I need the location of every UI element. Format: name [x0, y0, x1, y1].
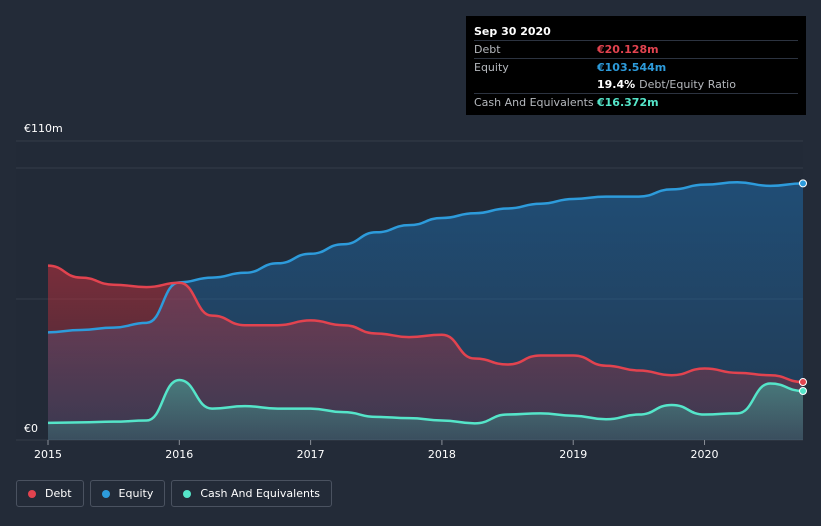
- legend-equity-label: Equity: [118, 487, 154, 500]
- y-tick-label-min: €0: [24, 422, 38, 435]
- legend: Debt Equity Cash And Equivalents: [16, 480, 338, 507]
- tooltip-debt-row: Debt €20.128m: [474, 40, 798, 58]
- x-tick-label-2020: 2020: [691, 448, 719, 461]
- legend-cash-label: Cash And Equivalents: [200, 487, 320, 500]
- equity-end-point: [799, 179, 807, 188]
- tooltip-cash-label: Cash And Equivalents: [474, 96, 594, 109]
- cash-dot-icon: [183, 489, 192, 498]
- tooltip-debt-value: €20.128m: [597, 43, 659, 56]
- x-tick-label-2019: 2019: [559, 448, 587, 461]
- tooltip: Sep 30 2020 Debt €20.128m Equity €103.54…: [466, 16, 806, 115]
- debt-end-point: [799, 378, 807, 387]
- tooltip-equity-value: €103.544m: [597, 61, 667, 74]
- legend-item-equity[interactable]: Equity: [89, 480, 166, 507]
- debt-dot-icon: [28, 489, 36, 498]
- x-tick-label-2016: 2016: [165, 448, 193, 461]
- debt-area: [48, 265, 803, 440]
- tooltip-date: Sep 30 2020: [474, 25, 551, 38]
- tooltip-cash-value: €16.372m: [597, 96, 659, 109]
- equity-line: [47, 181, 804, 334]
- tooltip-equity-row: Equity €103.544m: [474, 58, 798, 76]
- tooltip-cash-row: Cash And Equivalents €16.372m: [474, 93, 798, 111]
- x-tick-label-2018: 2018: [428, 448, 456, 461]
- legend-item-cash[interactable]: Cash And Equivalents: [171, 480, 332, 507]
- tooltip-ratio-row: 19.4% Debt/Equity Ratio: [474, 76, 798, 93]
- tooltip-debt-label: Debt: [474, 43, 501, 56]
- cash-line: [47, 378, 804, 425]
- x-tick-label-2017: 2017: [297, 448, 325, 461]
- tooltip-equity-label: Equity: [474, 61, 509, 74]
- cash-end-point: [799, 387, 807, 396]
- debt-line: [47, 264, 804, 384]
- tooltip-ratio-label: Debt/Equity Ratio: [639, 78, 736, 91]
- equity-dot-icon: [101, 489, 110, 498]
- cash-area: [48, 379, 803, 440]
- x-tick-label-2015: 2015: [34, 448, 62, 461]
- legend-debt-label: Debt: [45, 487, 72, 500]
- legend-item-debt[interactable]: Debt: [16, 480, 84, 507]
- tooltip-ratio-value: 19.4%: [597, 78, 636, 91]
- y-tick-label-max: €110m: [24, 122, 63, 135]
